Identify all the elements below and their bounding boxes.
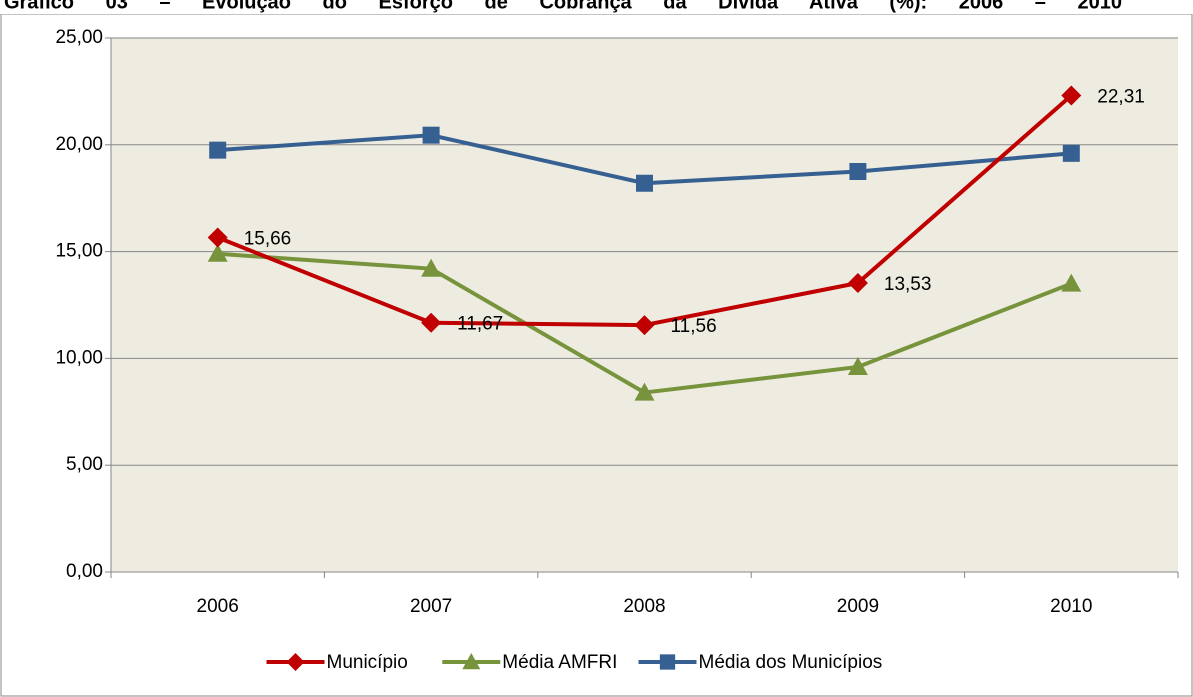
triangle-marker xyxy=(1061,273,1082,292)
diamond-marker xyxy=(634,315,655,336)
triangle-marker xyxy=(847,356,868,375)
legend-label: Média AMFRI xyxy=(502,652,617,673)
y-tick-label: 5,00 xyxy=(66,454,103,475)
square-marker xyxy=(636,174,653,192)
y-tick-label: 15,00 xyxy=(55,241,103,262)
diamond-marker xyxy=(421,312,442,333)
square-marker xyxy=(849,163,867,180)
title-strip xyxy=(0,0,1193,14)
data-label: 15,66 xyxy=(244,229,292,250)
data-label: 11,67 xyxy=(457,314,503,335)
data-label: 11,56 xyxy=(671,316,717,337)
diamond-marker xyxy=(286,653,305,671)
y-tick-label: 10,00 xyxy=(55,347,103,368)
triangle-marker xyxy=(207,243,228,262)
x-tick-label: 2009 xyxy=(837,596,879,617)
square-marker xyxy=(209,141,227,159)
data-label: 13,53 xyxy=(884,274,932,295)
diamond-marker xyxy=(847,272,868,293)
triangle-marker xyxy=(421,258,442,277)
chart-title: Gráfico 03 – Evolução do Esforço de Cobr… xyxy=(4,0,1122,13)
data-label: 22,31 xyxy=(1097,86,1145,107)
x-tick-label: 2008 xyxy=(623,596,665,617)
square-marker xyxy=(659,654,676,670)
legend: Município Média AMFRI Média dos Municípios xyxy=(266,652,883,673)
y-tick-label: 0,00 xyxy=(66,561,103,582)
x-tick-label: 2007 xyxy=(410,596,452,617)
legend-label: Município xyxy=(327,652,408,673)
x-tick-label: 2006 xyxy=(197,596,239,617)
plot-area xyxy=(111,38,1178,572)
y-tick-label: 25,00 xyxy=(55,27,103,48)
triangle-marker xyxy=(634,382,655,401)
x-tick-label: 2010 xyxy=(1050,596,1092,617)
y-tick-label: 20,00 xyxy=(55,134,103,155)
diamond-marker xyxy=(207,227,228,248)
square-marker xyxy=(1062,144,1080,162)
diamond-marker xyxy=(1061,85,1082,106)
triangle-marker xyxy=(462,653,481,670)
legend-label: Média dos Municípios xyxy=(699,652,883,673)
square-marker xyxy=(422,126,440,144)
